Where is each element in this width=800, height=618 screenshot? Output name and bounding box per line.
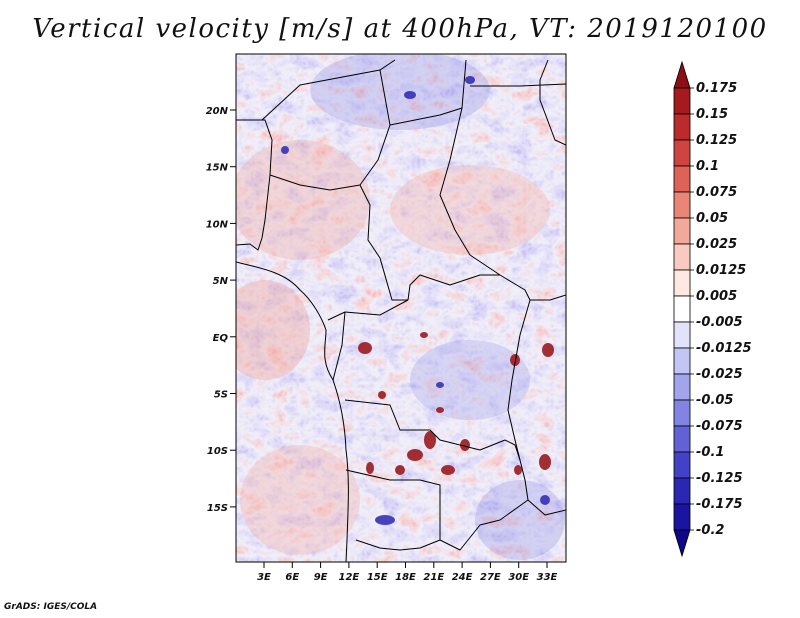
lon-tick-label: 21E <box>423 572 444 583</box>
lon-tick-label: 30E <box>508 572 529 583</box>
colorbar-level-label: -0.1 <box>696 445 724 460</box>
lat-tick-label: 10S <box>207 446 228 457</box>
colorbar-swatch <box>673 60 691 89</box>
colorbar-level-label: -0.075 <box>696 419 743 434</box>
colorbar-swatch <box>673 87 691 115</box>
colorbar-swatch <box>673 165 691 193</box>
credit-text: GrADS: IGES/COLA <box>4 602 98 612</box>
lat-tick-label: 5N <box>213 276 229 287</box>
lon-axis: 3E 6E 9E 12E 15E 18E 21E 24E 27E 30E 33E <box>257 562 558 583</box>
colorbar-swatch <box>673 269 691 297</box>
colorbar-level-label: 0.125 <box>696 133 737 148</box>
lon-tick-label: 3E <box>257 572 271 583</box>
lat-tick-label: 15S <box>207 503 228 514</box>
plot-frame <box>235 53 567 563</box>
colorbar-level-label: 0.075 <box>696 185 737 200</box>
colorbar-swatch <box>673 477 691 505</box>
lon-tick-label: 24E <box>452 572 473 583</box>
lon-tick-label: 15E <box>367 572 388 583</box>
colorbar-swatch <box>673 139 691 167</box>
colorbar-level-label: 0.025 <box>696 237 737 252</box>
colorbar-level-label: -0.175 <box>696 497 743 512</box>
colorbar-swatch <box>673 503 691 531</box>
colorbar-level-label: 0.1 <box>696 159 719 174</box>
chart-title: Vertical velocity [m/s] at 400hPa, VT: 2… <box>32 14 768 44</box>
colorbar-level-label: -0.005 <box>696 315 743 330</box>
lon-tick-label: 18E <box>395 572 416 583</box>
colorbar-swatch <box>673 217 691 245</box>
colorbar-swatch <box>673 321 691 349</box>
colorbar-level-label: -0.2 <box>696 523 724 538</box>
colorbar-swatch <box>673 295 691 323</box>
colorbar-level-label: -0.05 <box>696 393 733 408</box>
colorbar-level-label: 0.0125 <box>696 263 746 278</box>
vertical-velocity-field <box>236 54 566 562</box>
colorbar-level-label: -0.125 <box>696 471 743 486</box>
lat-tick-label: EQ <box>213 333 229 344</box>
lat-tick-label: 5S <box>214 390 228 401</box>
colorbar-swatch <box>673 451 691 479</box>
lon-tick-label: 12E <box>339 572 360 583</box>
lat-axis: 20N 15N 10N 5N EQ 5S 10S 15S <box>206 106 236 514</box>
colorbar-level-label: -0.025 <box>696 367 743 382</box>
lat-tick-label: 15N <box>206 163 229 174</box>
colorbar-swatch <box>673 347 691 375</box>
lat-tick-label: 20N <box>206 106 229 117</box>
lon-tick-label: 6E <box>285 572 299 583</box>
colorbar-level-label: 0.005 <box>696 289 737 304</box>
colorbar-swatch <box>673 113 691 141</box>
lon-tick-label: 9E <box>314 572 328 583</box>
colorbar-level-label: -0.0125 <box>696 341 752 356</box>
colorbar-swatch <box>673 191 691 219</box>
colorbar-swatch <box>673 373 691 401</box>
lon-tick-label: 33E <box>537 572 558 583</box>
colorbar-level-label: 0.05 <box>696 211 728 226</box>
colorbar-swatch <box>673 243 691 271</box>
colorbar-level-label: 0.175 <box>696 81 737 96</box>
colorbar-swatch <box>673 425 691 453</box>
colorbar: 0.175 0.15 0.125 0.1 0.075 0.05 0.025 0.0125 0.0… <box>673 60 752 558</box>
lat-tick-label: 10N <box>206 219 229 230</box>
colorbar-swatch <box>673 529 691 558</box>
colorbar-level-label: 0.15 <box>696 107 728 122</box>
colorbar-swatch <box>673 399 691 427</box>
lon-tick-label: 27E <box>480 572 501 583</box>
